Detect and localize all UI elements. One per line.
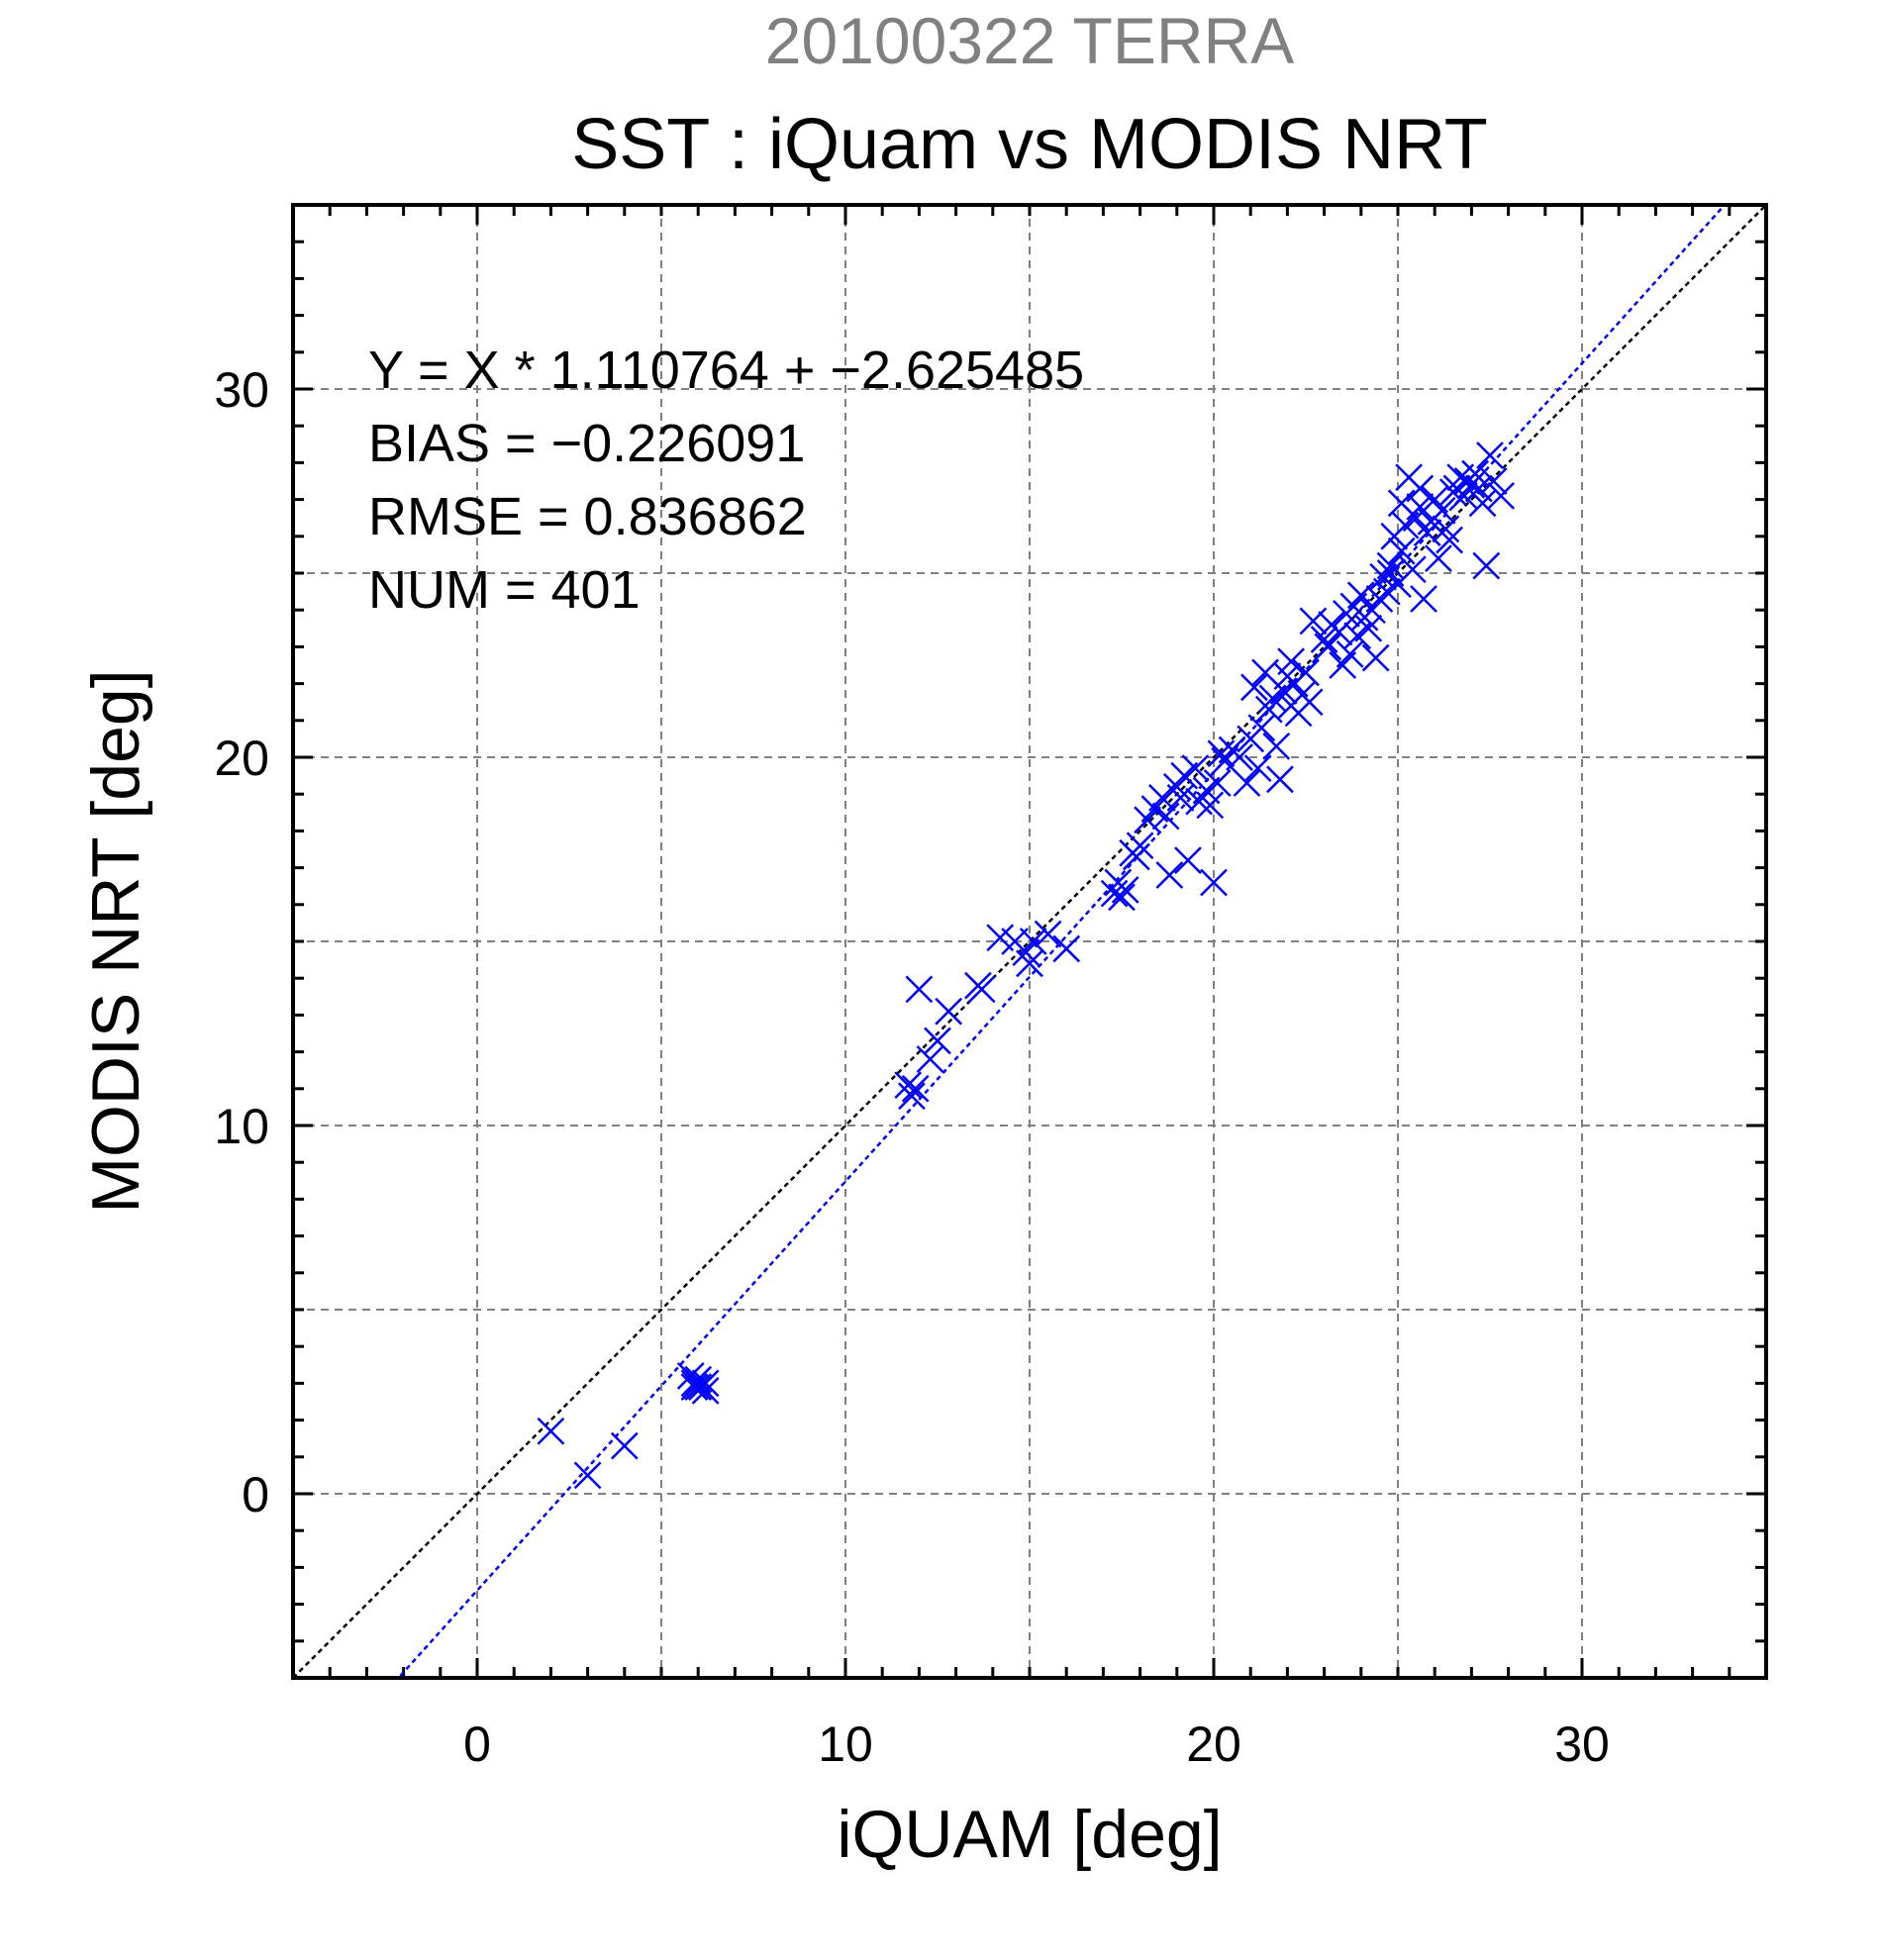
- x-tick-label: 10: [818, 1716, 873, 1772]
- stats-equation: Y = X * 1.110764 + −2.625485: [368, 341, 1084, 400]
- data-point: [1151, 802, 1180, 831]
- grid: [293, 205, 1766, 1678]
- y-tick-label: 20: [214, 731, 269, 786]
- data-point: [1262, 732, 1291, 760]
- data-point: [1428, 496, 1456, 525]
- fit-line: [396, 205, 1727, 1678]
- data-point: [905, 975, 934, 1004]
- reference-lines: [293, 205, 1766, 1678]
- data-point: [1277, 647, 1306, 676]
- plot-frame: [291, 203, 1768, 1680]
- data-point: [1200, 868, 1228, 897]
- data-point: [1314, 633, 1342, 661]
- y-tick-label: 0: [242, 1467, 269, 1522]
- data-point: [1247, 714, 1276, 742]
- data-point: [1295, 688, 1324, 717]
- data-point: [1122, 842, 1150, 871]
- x-tick-label: 0: [463, 1716, 491, 1772]
- data-point: [1243, 754, 1272, 783]
- chart-suptitle: 20100322 TERRA: [765, 4, 1294, 77]
- data-point: [1376, 551, 1405, 580]
- data-point: [894, 1071, 923, 1099]
- data-point: [1196, 791, 1225, 820]
- data-point: [1387, 489, 1416, 518]
- x-tick-label: 30: [1554, 1716, 1610, 1772]
- stats-rmse: RMSE = 0.836862: [368, 487, 807, 546]
- data-point: [1166, 784, 1195, 812]
- chart-title: SST : iQuam vs MODIS NRT: [571, 105, 1488, 184]
- data-point: [1387, 537, 1416, 565]
- data-point: [1432, 515, 1460, 543]
- data-point: [1487, 481, 1516, 510]
- y-axis-label: MODIS NRT [deg]: [78, 669, 153, 1213]
- data-point: [1292, 658, 1320, 687]
- data-point: [691, 1369, 720, 1398]
- data-point: [680, 1373, 709, 1402]
- data-point: [1111, 876, 1139, 904]
- data-point: [1108, 883, 1136, 912]
- x-tick-label: 20: [1186, 1716, 1241, 1772]
- data-point: [691, 1376, 720, 1405]
- data-point: [684, 1373, 713, 1402]
- data-point: [901, 1074, 930, 1103]
- x-axis-label: iQUAM [deg]: [837, 1797, 1222, 1872]
- stats-bias: BIAS = −0.226091: [368, 414, 805, 473]
- stats-num: NUM = 401: [368, 560, 641, 620]
- data-point: [1325, 618, 1353, 646]
- data-point: [1354, 614, 1383, 642]
- data-point: [1019, 928, 1047, 955]
- data-point: [1413, 519, 1441, 546]
- data-point: [924, 1027, 951, 1055]
- data-point: [898, 1082, 926, 1111]
- data-point: [1174, 846, 1202, 875]
- data-point: [1468, 489, 1497, 518]
- data-point: [1266, 765, 1294, 794]
- data-point: [1299, 607, 1328, 636]
- data-point: [1476, 441, 1504, 469]
- data-point: [1336, 639, 1364, 668]
- data-point: [1052, 934, 1081, 963]
- data-point: [1100, 879, 1129, 908]
- data-point: [1207, 739, 1236, 768]
- data-point: [1436, 526, 1463, 554]
- data-point: [1240, 673, 1268, 702]
- data-point: [1226, 743, 1253, 771]
- data-point: [1203, 769, 1232, 797]
- y-tick-label: 10: [214, 1099, 269, 1154]
- stats-annotation: Y = X * 1.110764 + −2.625485 BIAS = −0.2…: [368, 341, 1084, 620]
- data-point: [1398, 555, 1427, 584]
- data-point: [1034, 920, 1062, 948]
- data-points: [537, 441, 1516, 1490]
- data-point: [573, 1461, 602, 1490]
- data-point: [1346, 581, 1375, 610]
- data-point: [1016, 949, 1043, 978]
- data-point: [916, 1045, 944, 1073]
- data-point: [1310, 626, 1338, 653]
- data-point: [1126, 832, 1154, 860]
- data-point: [935, 997, 963, 1026]
- data-point: [1406, 474, 1435, 503]
- data-point: [1425, 544, 1452, 573]
- data-point: [1361, 643, 1390, 672]
- data-point: [1155, 861, 1184, 889]
- data-point: [1181, 754, 1210, 783]
- data-point: [537, 1417, 565, 1445]
- data-point: [1410, 585, 1437, 613]
- tick-labels: 0 0 10 10 20 20 30 30: [214, 362, 1609, 1772]
- data-point: [610, 1431, 639, 1460]
- data-point: [1479, 467, 1508, 495]
- y-tick-label: 30: [214, 362, 269, 418]
- data-point: [967, 975, 996, 1004]
- data-point: [1457, 470, 1486, 499]
- data-point: [1254, 695, 1283, 724]
- data-point: [1233, 769, 1261, 797]
- data-point: [1472, 551, 1501, 580]
